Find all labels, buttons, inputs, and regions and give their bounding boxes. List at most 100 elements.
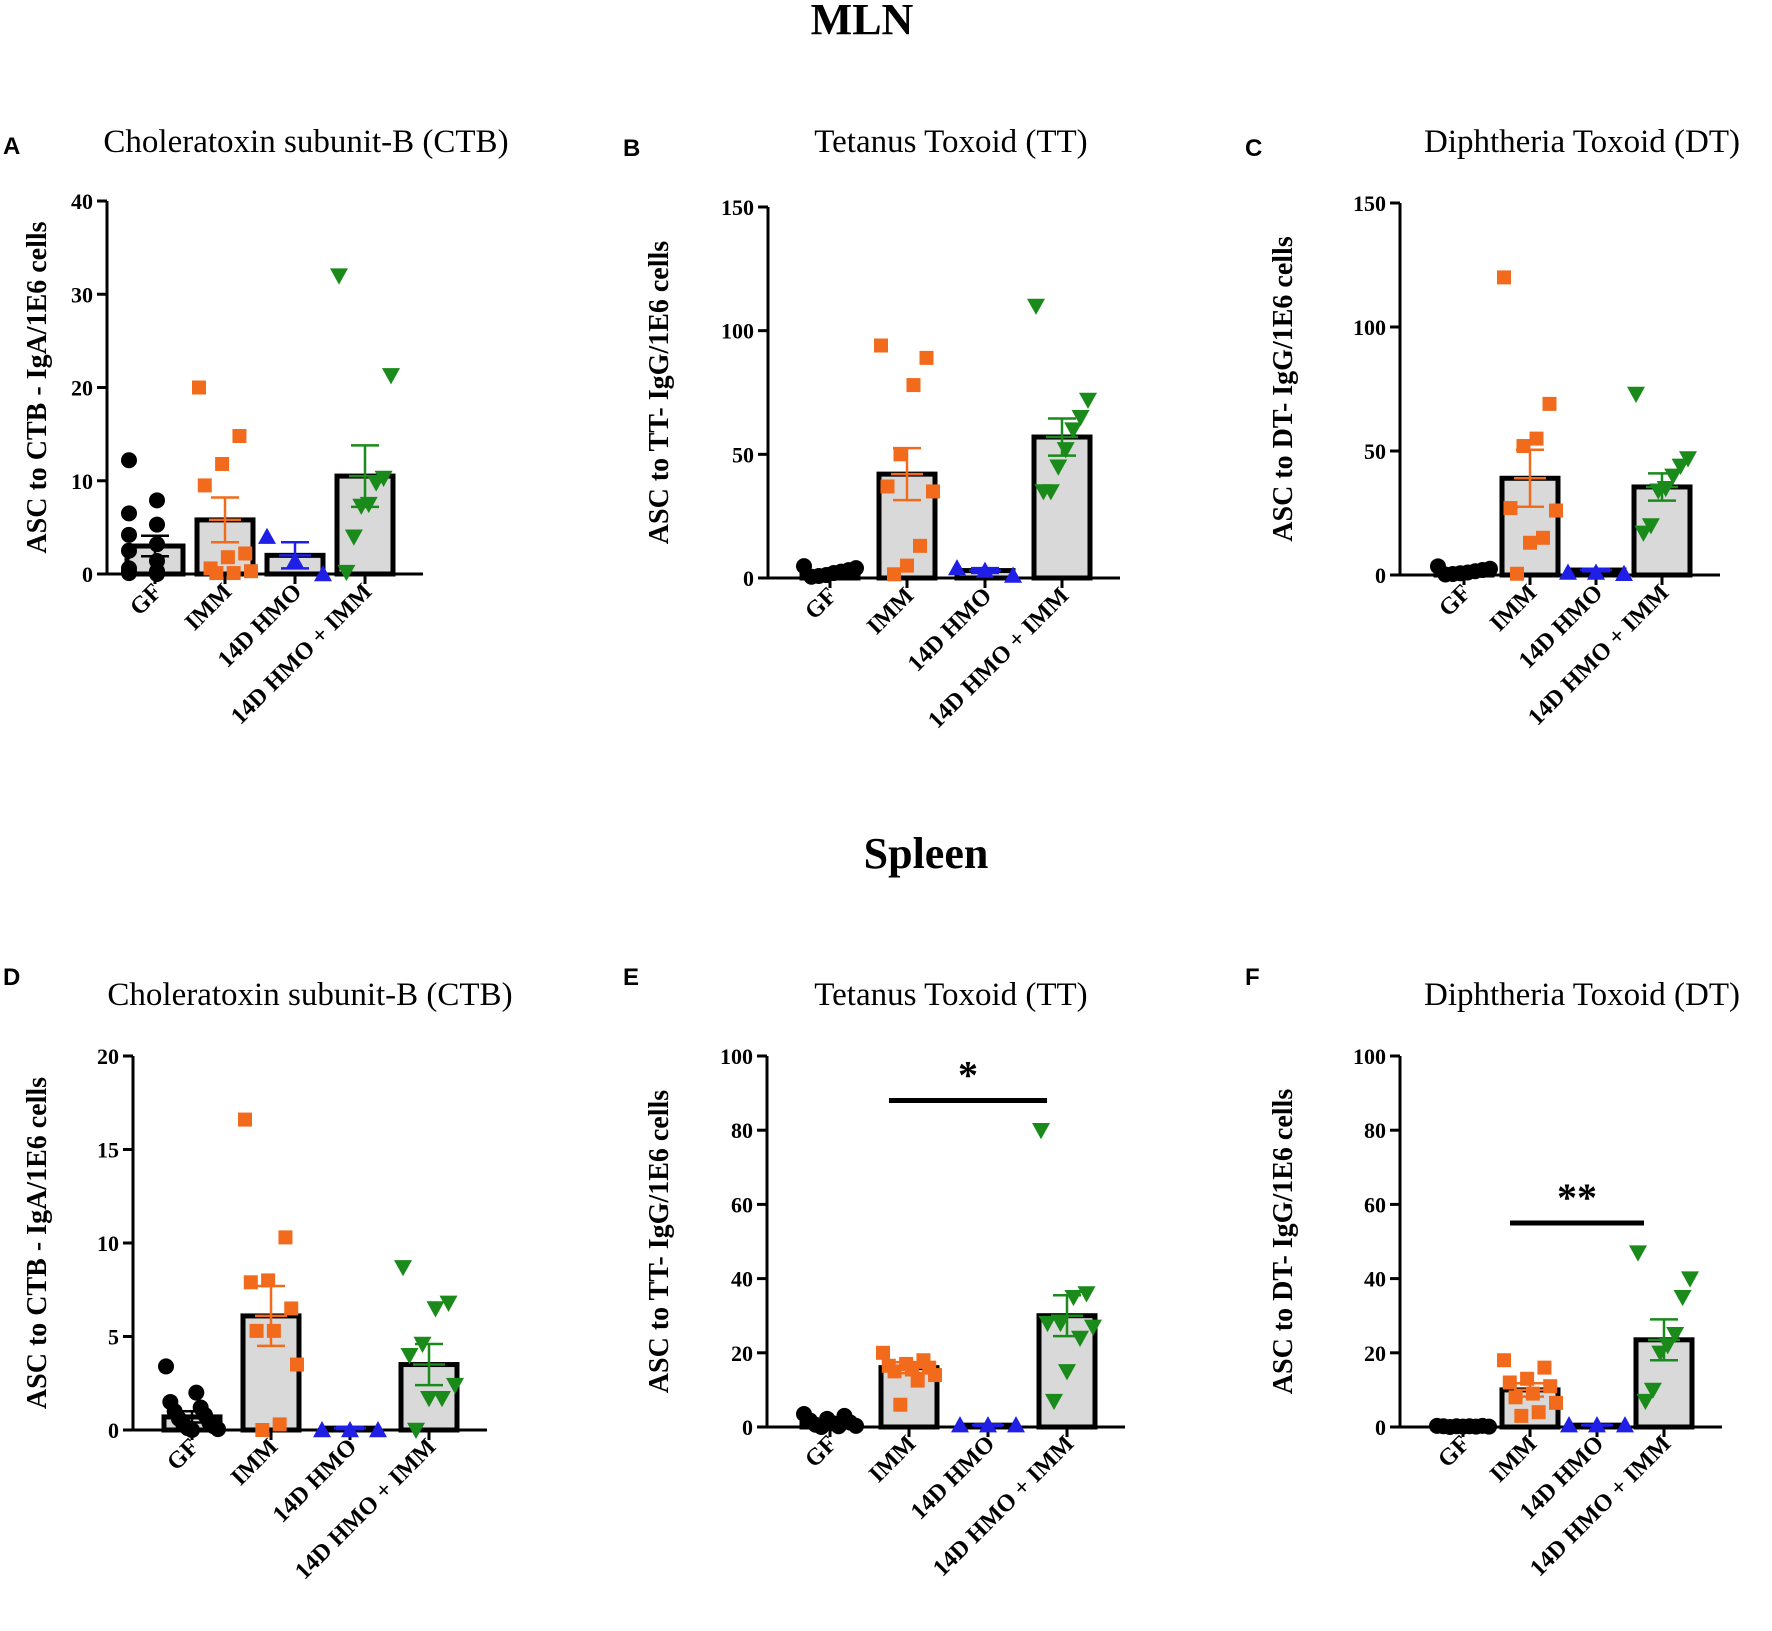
data-point	[337, 564, 356, 582]
chart-panel-b: B Tetanus Toxoid (TT) ASC to TT- IgG/1E6 c…	[623, 124, 1120, 734]
data-point	[149, 516, 165, 533]
data-point	[926, 484, 940, 499]
error-bar	[1646, 472, 1678, 502]
data-point	[1643, 1382, 1662, 1399]
data-point	[238, 1112, 252, 1127]
data-point	[1045, 1393, 1063, 1411]
data-point	[1497, 270, 1511, 285]
y-axis-label: ASC to TT- IgG/1E6 cells	[644, 1090, 675, 1393]
data-point	[344, 529, 363, 546]
data-point	[1529, 431, 1544, 446]
y-tick-label: 40	[731, 1267, 753, 1292]
bar-14d-hmo-imm	[1031, 434, 1093, 581]
significance-label: **	[1557, 1175, 1597, 1220]
data-point	[893, 1397, 908, 1412]
data-point	[1559, 563, 1577, 580]
data-point	[226, 566, 241, 581]
data-point	[1481, 1418, 1497, 1435]
chart-title: Tetanus Toxoid (TT)	[814, 977, 1087, 1013]
data-point	[149, 566, 165, 582]
y-axis-label: ASC to CTB - IgA/1E6 cells	[22, 221, 53, 553]
y-tick-label: 0	[82, 562, 93, 587]
error-bar	[1514, 448, 1546, 509]
data-point	[121, 565, 137, 582]
data-point	[238, 546, 253, 561]
data-point	[1034, 484, 1053, 501]
error-bar	[349, 444, 381, 509]
data-point	[1510, 566, 1524, 581]
error-bar	[972, 1423, 1004, 1428]
y-tick-label: 150	[721, 195, 754, 220]
data-point	[209, 566, 224, 581]
y-tick-label: 50	[732, 442, 754, 467]
data-point	[1673, 1289, 1692, 1307]
data-point	[1049, 459, 1068, 476]
data-point	[258, 527, 276, 544]
y-tick-label: 100	[1353, 1044, 1386, 1069]
error-bar	[1447, 1424, 1479, 1428]
data-point	[426, 1301, 445, 1318]
data-point	[1004, 566, 1022, 583]
data-point	[900, 558, 914, 573]
error-bar	[139, 534, 171, 558]
panel-letter: B	[623, 135, 640, 162]
data-point	[1681, 1271, 1699, 1288]
error-bar	[1580, 567, 1612, 573]
data-point	[1523, 535, 1537, 550]
data-point	[188, 1384, 205, 1401]
data-point	[220, 550, 235, 565]
data-point	[1634, 525, 1653, 542]
data-point	[1503, 501, 1518, 516]
data-point	[197, 478, 212, 493]
y-axis-label: ASC to DT- IgG/1E6 cells	[1268, 1089, 1299, 1395]
y-tick-label: 0	[1375, 563, 1386, 588]
data-point	[272, 1417, 287, 1432]
data-point	[887, 567, 901, 582]
data-point	[232, 428, 247, 443]
data-point	[1531, 1405, 1546, 1420]
x-tick-label: 14D HMO + IMM	[290, 1434, 441, 1585]
chart-panel-d: D Choleratoxin subunit-B (CTB) ASC to CTB …	[3, 964, 513, 1585]
panel-letter: A	[3, 133, 20, 160]
data-point	[919, 350, 934, 365]
data-point	[314, 565, 332, 582]
data-point	[158, 1358, 174, 1375]
error-bar	[1046, 417, 1078, 457]
error-bar	[334, 1425, 366, 1431]
error-bar	[176, 1410, 208, 1424]
data-point	[121, 526, 137, 543]
y-tick-label: 0	[743, 566, 754, 591]
data-point	[1058, 1364, 1076, 1381]
y-tick-label: 80	[1364, 1118, 1386, 1143]
error-bar	[1648, 1318, 1680, 1362]
y-tick-label: 80	[731, 1118, 753, 1143]
data-point	[1064, 1289, 1083, 1307]
y-tick-label: 40	[1364, 1267, 1386, 1292]
y-tick-label: 150	[1353, 191, 1386, 216]
y-tick-label: 100	[720, 1044, 753, 1069]
error-bar	[814, 570, 846, 576]
error-bar	[1448, 570, 1480, 575]
x-tick-label: GF	[162, 1434, 204, 1476]
data-point	[1032, 1123, 1050, 1140]
data-point	[1543, 1379, 1558, 1394]
y-tick-label: 20	[731, 1341, 753, 1366]
data-point	[439, 1295, 458, 1312]
data-point	[906, 378, 921, 393]
error-bar	[1581, 1423, 1613, 1427]
error-bar	[255, 1284, 287, 1348]
data-point	[290, 1357, 304, 1372]
data-point	[1038, 1315, 1057, 1333]
data-point	[394, 1260, 412, 1277]
data-point	[880, 479, 895, 494]
error-bar	[1514, 1381, 1546, 1398]
y-tick-label: 20	[1364, 1341, 1386, 1366]
y-tick-label: 10	[71, 469, 93, 494]
chart-panel-a: A Choleratoxin subunit-B (CTB) ASC to CTB …	[3, 124, 509, 730]
data-point	[1514, 1408, 1529, 1423]
data-point	[313, 1421, 331, 1438]
data-point	[1636, 1393, 1655, 1411]
data-point	[1064, 422, 1083, 439]
panel-letter: F	[1245, 964, 1260, 991]
